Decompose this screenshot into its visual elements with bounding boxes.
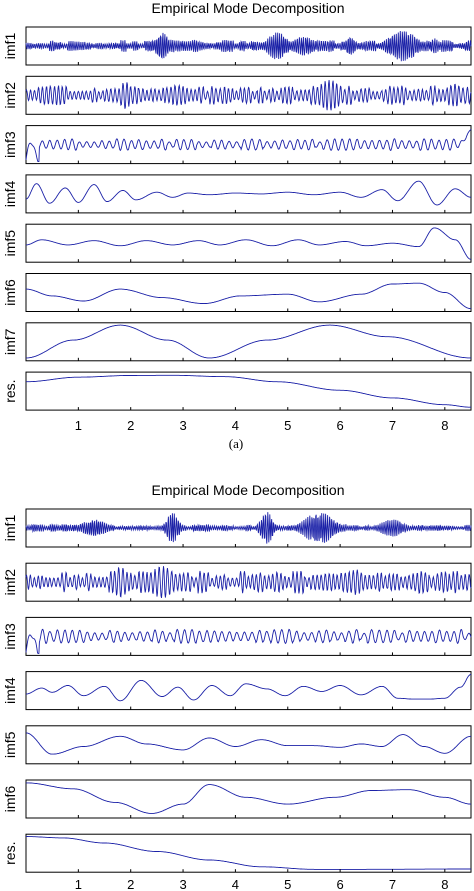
x-tick-label: 5 [284, 877, 291, 891]
series-line [26, 227, 471, 260]
series-line [26, 782, 471, 814]
panel-frame [25, 779, 472, 819]
series-line [26, 732, 471, 755]
series-line [25, 30, 472, 62]
x-tick-label: 5 [284, 418, 291, 433]
x-tick-label: 8 [441, 877, 448, 891]
panel-label: res. [2, 842, 18, 865]
panel-label: imf1 [2, 33, 18, 60]
series-line [26, 836, 471, 870]
x-tick-label: 6 [337, 418, 344, 433]
panel-imf6: imf6 [2, 273, 472, 312]
panel-frame [25, 223, 472, 263]
x-tick-label: 1 [75, 418, 82, 433]
chart-a-caption: (a) [229, 436, 243, 451]
panel-imf4: imf4 [2, 671, 472, 711]
panel-label: imf3 [2, 131, 18, 158]
panel-imf3: imf3 [2, 616, 472, 656]
panel-frame [25, 322, 472, 362]
x-tick-label: 7 [389, 418, 396, 433]
panel-imf5: imf5 [2, 725, 472, 765]
series-line [25, 566, 472, 599]
x-tick-label: 6 [337, 877, 344, 891]
x-tick-label: 3 [179, 418, 186, 433]
panel-imf2: imf2 [2, 75, 472, 115]
panel-label: imf7 [2, 328, 18, 355]
panel-imf1: imf1 [2, 26, 472, 66]
panel-label: imf5 [2, 230, 18, 257]
series-line [26, 674, 471, 702]
panel-label: imf6 [2, 786, 18, 813]
x-tick-label: 3 [179, 877, 186, 891]
panel-frame [25, 273, 472, 312]
panel-frame [25, 671, 472, 711]
panel-label: imf4 [2, 677, 18, 704]
panel-label: imf6 [2, 279, 18, 306]
series-line [26, 324, 471, 359]
panel-imf5: imf5 [2, 223, 472, 263]
panel-label: imf1 [2, 515, 18, 542]
panel-frame [25, 725, 472, 765]
panel-imf7: imf7 [2, 322, 472, 362]
panel-imf3: imf3 [2, 125, 472, 165]
panel-label: imf2 [2, 82, 18, 109]
chart-b-title: Empirical Mode Decomposition [152, 482, 345, 498]
panel-label: res. [2, 379, 18, 402]
series-line [25, 80, 472, 111]
series-line [25, 128, 472, 163]
panel-imf4: imf4 [2, 174, 472, 214]
series-line [25, 512, 472, 544]
x-tick-label: 1 [75, 877, 82, 891]
panel-frame [25, 833, 472, 873]
panel-frame [25, 75, 472, 115]
panel-imf2: imf2 [2, 562, 472, 602]
series-line [25, 180, 471, 206]
panel-imf1: imf1 [2, 508, 472, 548]
chart-a-title: Empirical Mode Decomposition [152, 0, 345, 16]
x-tick-label: 7 [389, 877, 396, 891]
x-tick-label: 4 [232, 877, 239, 891]
emd-chart-a: Empirical Mode Decomposition imf1 imf2 imf… [2, 0, 472, 451]
panel-label: imf4 [2, 180, 18, 207]
x-tick-label: 4 [232, 418, 239, 433]
panel-imf6: imf6 [2, 779, 472, 819]
x-tick-label: 8 [441, 418, 448, 433]
panel-label: imf3 [2, 623, 18, 650]
x-tick-label: 2 [127, 418, 134, 433]
series-line [25, 628, 472, 654]
series-line [26, 282, 471, 310]
series-line [26, 374, 471, 408]
panel-label: imf5 [2, 731, 18, 758]
panel-label: imf2 [2, 569, 18, 596]
panel-res: res. [2, 371, 472, 411]
x-tick-label: 2 [127, 877, 134, 891]
panel-res: res. [2, 833, 472, 873]
emd-chart-b: Empirical Mode Decomposition imf1 imf2 imf… [2, 482, 472, 891]
panel-frame [25, 371, 472, 411]
